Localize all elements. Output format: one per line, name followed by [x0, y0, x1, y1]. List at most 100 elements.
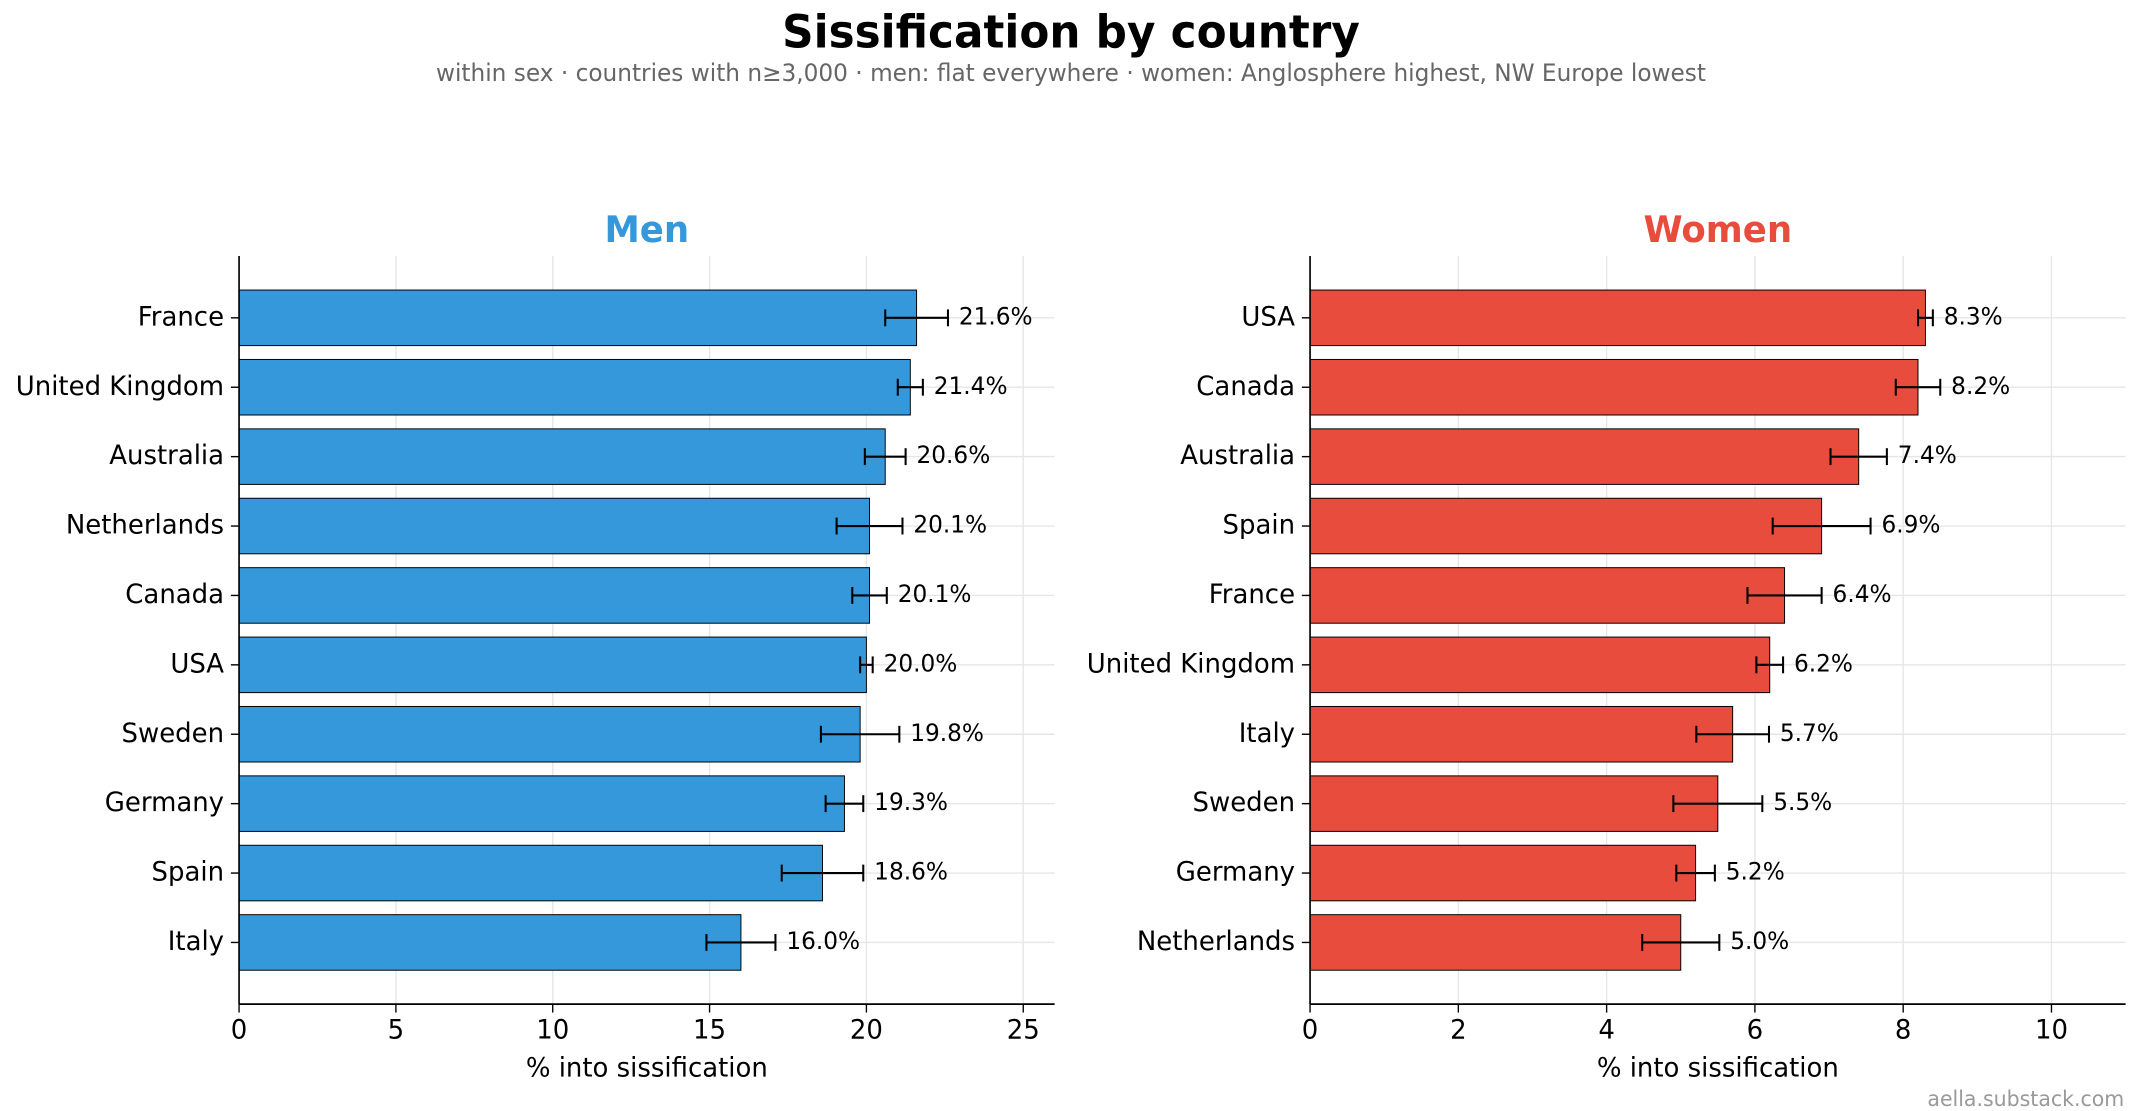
bar	[1309, 497, 1823, 555]
bar	[1309, 358, 1919, 416]
x-tick-label: 5	[388, 1015, 405, 1045]
value-label: 20.6%	[917, 441, 991, 469]
bar	[238, 497, 871, 555]
y-tick-label: France	[138, 302, 224, 332]
credit: aella.substack.com	[1927, 1087, 2124, 1111]
y-tick-label: Netherlands	[1137, 927, 1295, 957]
y-tick-label: France	[1209, 580, 1295, 610]
value-label: 5.5%	[1773, 788, 1832, 816]
y-tick-label: Netherlands	[66, 510, 224, 540]
y-tick-label: Canada	[1196, 372, 1295, 402]
x-tick-label: 6	[1747, 1015, 1764, 1045]
error-bar	[1894, 378, 1942, 396]
bar	[1309, 567, 1786, 624]
error-bar	[1771, 517, 1872, 535]
bar	[238, 914, 742, 971]
value-label: 8.3%	[1944, 302, 2003, 330]
bar	[1309, 289, 1926, 347]
error-bar	[780, 864, 865, 882]
x-tick-label: 10	[536, 1015, 569, 1045]
y-tick-label: Canada	[125, 580, 224, 610]
bar	[1309, 636, 1771, 694]
x-tick-label: 0	[231, 1015, 248, 1045]
y-tick-label: Germany	[105, 788, 224, 818]
x-tick-label: 10	[2035, 1015, 2068, 1045]
figure-subtitle: within sex · countries with n≥3,000 · me…	[436, 59, 1706, 87]
y-tick-label: Australia	[1180, 441, 1295, 471]
bar	[238, 844, 823, 902]
value-label: 6.2%	[1794, 649, 1853, 677]
value-label: 5.7%	[1780, 719, 1839, 747]
x-tick-label: 2	[1450, 1015, 1467, 1045]
value-label: 19.3%	[874, 788, 948, 816]
y-tick-label: Sweden	[1193, 788, 1296, 818]
x-tick-label: 15	[693, 1015, 726, 1045]
error-bar	[1672, 795, 1764, 813]
bar	[238, 428, 886, 485]
error-bar	[819, 725, 901, 743]
y-tick-label: USA	[1241, 302, 1295, 332]
y-tick-label: United Kingdom	[1087, 649, 1295, 679]
error-bar	[835, 517, 904, 535]
error-bar	[859, 656, 874, 674]
x-tick-label: 25	[1007, 1015, 1040, 1045]
error-bar	[863, 448, 907, 466]
value-label: 7.4%	[1898, 441, 1957, 469]
error-bar	[1755, 656, 1785, 674]
bar	[238, 705, 861, 763]
x-tick-label: 4	[1598, 1015, 1615, 1045]
y-tick-label: Sweden	[122, 719, 225, 749]
error-bar	[1675, 864, 1716, 882]
value-label: 5.0%	[1730, 927, 1789, 955]
value-label: 19.8%	[910, 719, 984, 747]
bar	[1309, 775, 1719, 832]
error-bar	[1746, 587, 1823, 604]
x-tick-label: 0	[1302, 1015, 1319, 1045]
y-tick-label: USA	[170, 649, 224, 679]
panel-title: Men	[604, 210, 689, 252]
value-label: 6.9%	[1881, 510, 1940, 538]
value-label: 8.2%	[1951, 372, 2010, 400]
figure-title: Sissification by country	[782, 7, 1360, 59]
bar	[238, 636, 867, 694]
bar	[1309, 428, 1860, 485]
value-label: 21.4%	[934, 372, 1008, 400]
error-bar	[884, 309, 949, 327]
y-tick-label: Spain	[1223, 510, 1295, 540]
y-tick-label: Italy	[168, 927, 224, 957]
x-tick-label: 20	[850, 1015, 883, 1045]
value-label: 18.6%	[874, 857, 948, 885]
y-tick-label: Germany	[1176, 857, 1295, 887]
bar	[1309, 705, 1734, 763]
bar	[1309, 844, 1697, 902]
value-label: 20.1%	[913, 510, 987, 538]
error-bar	[896, 378, 924, 396]
bar	[238, 289, 918, 347]
y-tick-label: Spain	[152, 857, 224, 887]
x-axis-label: % into sissification	[1597, 1053, 1839, 1083]
error-bar	[824, 795, 865, 813]
bar	[1309, 914, 1682, 971]
y-tick-label: United Kingdom	[16, 372, 224, 402]
bar	[238, 358, 911, 416]
value-label: 5.2%	[1726, 857, 1785, 885]
bar	[238, 567, 871, 624]
y-tick-label: Italy	[1239, 719, 1295, 749]
y-tick-label: Australia	[109, 441, 224, 471]
panel-title: Women	[1644, 210, 1793, 252]
value-label: 16.0%	[786, 927, 860, 955]
error-bar	[1695, 725, 1771, 743]
x-axis-label: % into sissification	[526, 1053, 768, 1083]
x-tick-label: 8	[1895, 1015, 1912, 1045]
value-label: 6.4%	[1833, 580, 1892, 608]
bar	[238, 775, 845, 832]
error-bar	[1916, 309, 1934, 327]
value-label: 20.0%	[884, 649, 958, 677]
error-bar	[851, 587, 888, 604]
value-label: 21.6%	[959, 302, 1033, 330]
value-label: 20.1%	[898, 580, 972, 608]
error-bar	[705, 934, 777, 951]
error-bar	[1829, 448, 1888, 466]
error-bar	[1641, 934, 1721, 951]
